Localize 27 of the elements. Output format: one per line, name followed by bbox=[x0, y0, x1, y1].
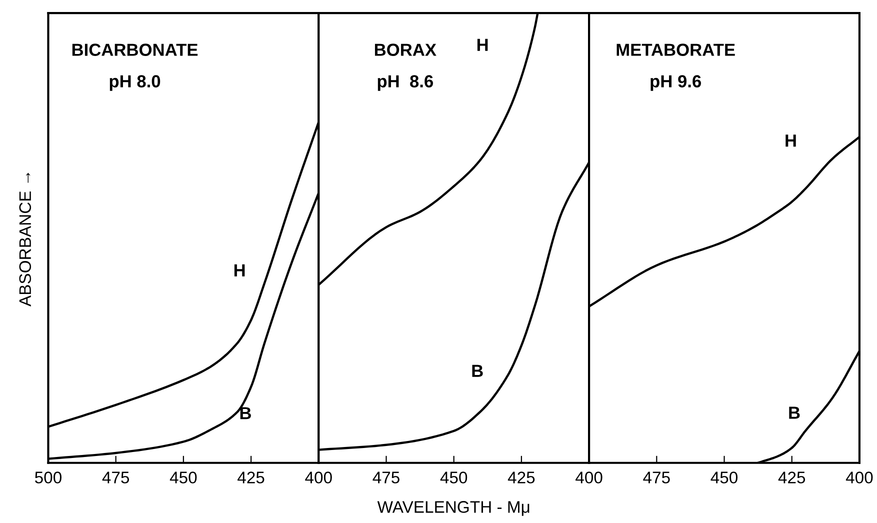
text: H bbox=[786, 134, 796, 147]
chart-title: METABORATE bbox=[616, 44, 735, 56]
series-label: B bbox=[240, 407, 251, 420]
series-label: B bbox=[789, 406, 800, 419]
x-axis-title: WAVELENGTH - Mμ bbox=[377, 501, 530, 516]
chart-subtitle: pH 9.6 bbox=[650, 75, 702, 91]
x-tick-label: 400 bbox=[305, 472, 332, 484]
x-tick-label: 450 bbox=[440, 472, 468, 484]
y-axis-title: ABSORBANCE → bbox=[19, 172, 32, 306]
text: BORAX bbox=[374, 44, 436, 56]
text: H bbox=[477, 38, 488, 51]
x-tick-label: 425 bbox=[778, 472, 806, 484]
x-tick-label: 475 bbox=[372, 472, 400, 484]
chart-title: BICARBONATE bbox=[72, 44, 198, 56]
series-label: H bbox=[234, 264, 245, 276]
x-tick-label: 475 bbox=[102, 472, 130, 484]
series-label: B bbox=[472, 364, 483, 377]
x-tick-label: 450 bbox=[710, 472, 738, 484]
x-tick-label: 475 bbox=[643, 472, 670, 484]
chart-subtitle: pH 8.0 bbox=[110, 75, 160, 91]
x-tick-label: 450 bbox=[170, 472, 197, 484]
text: pH 8.6 bbox=[378, 75, 434, 91]
x-tick-label: 400 bbox=[846, 472, 873, 484]
x-tick-label: 425 bbox=[238, 472, 264, 484]
x-tick-label: 425 bbox=[508, 472, 535, 484]
x-tick-label: 400 bbox=[576, 472, 602, 484]
x-tick-label: 500 bbox=[35, 472, 62, 484]
